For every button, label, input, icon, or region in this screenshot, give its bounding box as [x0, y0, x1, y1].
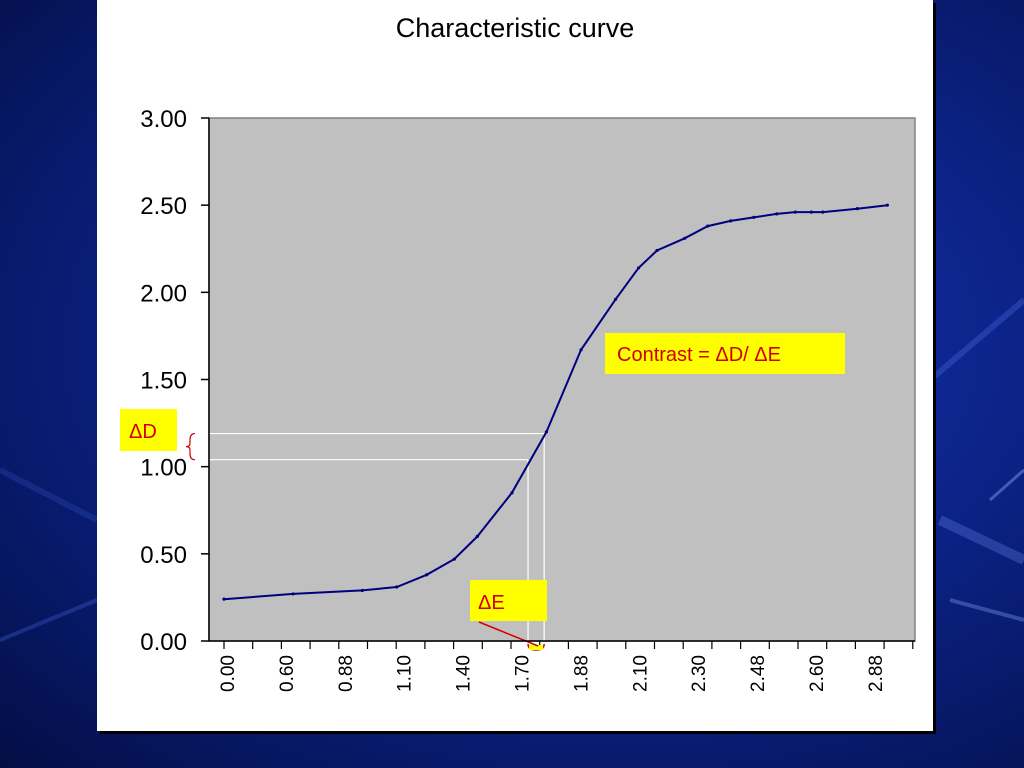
data-point	[395, 585, 399, 589]
data-point	[885, 203, 889, 207]
delta-d-callout-box	[120, 409, 177, 451]
data-point	[821, 210, 825, 214]
chart-title: Characteristic curve	[396, 13, 635, 43]
callouts: Contrast = ΔD/ ΔE ΔD ΔE	[120, 333, 845, 621]
x-tick-label: 0.60	[277, 655, 298, 692]
x-tick-label: 2.30	[689, 655, 710, 692]
y-tick-label: 2.00	[140, 280, 187, 307]
data-point	[729, 219, 733, 223]
y-tick-label: 0.50	[140, 542, 187, 569]
delta-e-brace-fill	[529, 645, 544, 650]
data-point	[793, 210, 797, 214]
data-point	[775, 212, 779, 216]
data-point	[752, 215, 756, 219]
y-tick-label: 0.00	[140, 629, 187, 656]
contrast-callout-text: Contrast = ΔD/ ΔE	[617, 344, 781, 366]
delta-e-callout-text: ΔE	[478, 592, 505, 614]
x-tick-label: 2.48	[748, 655, 769, 692]
y-tick-label: 2.50	[140, 193, 187, 220]
data-point	[855, 207, 860, 211]
data-point	[637, 266, 641, 270]
slide-panel: 0.00 0.50 1.00 1.50 2.00 2.50 3.00 0.00 0.60 0.8…	[97, 0, 933, 731]
data-point	[655, 248, 659, 253]
x-tick-label: 1.70	[513, 655, 534, 692]
data-point	[613, 297, 618, 301]
data-point	[425, 573, 429, 577]
data-point	[475, 534, 479, 539]
y-tick-label: 3.00	[140, 106, 187, 133]
x-axis-ticks: 0.00 0.60 0.88 1.10 1.40 1.70 1.88 2.10 2.30 2.48…	[218, 641, 914, 692]
data-point	[544, 430, 549, 434]
delta-guides	[185, 432, 545, 651]
data-point	[579, 348, 583, 352]
data-point	[222, 597, 226, 601]
delta-d-brace	[185, 432, 196, 461]
x-tick-label: 1.10	[395, 655, 416, 692]
x-tick-label: 0.88	[336, 655, 357, 692]
delta-e-arrow	[478, 621, 539, 647]
x-tick-label: 2.88	[866, 655, 887, 692]
plot-area	[208, 117, 916, 642]
characteristic-curve-chart: 0.00 0.50 1.00 1.50 2.00 2.50 3.00 0.00 0.60 0.8…	[120, 13, 916, 692]
y-tick-label: 1.50	[140, 368, 187, 395]
x-tick-label: 2.60	[807, 655, 828, 692]
x-tick-label: 0.00	[218, 655, 239, 692]
x-tick-label: 2.10	[630, 655, 651, 692]
delta-d-callout-text: ΔD	[129, 421, 157, 443]
data-point	[291, 592, 295, 596]
delta-e-callout-box	[470, 580, 547, 621]
y-axis-ticks: 0.00 0.50 1.00 1.50 2.00 2.50 3.00	[140, 106, 209, 656]
data-point	[360, 588, 364, 593]
data-point	[510, 491, 514, 495]
data-point	[452, 557, 456, 561]
data-point	[683, 236, 687, 240]
contrast-callout-box	[605, 333, 845, 374]
y-tick-label: 1.00	[140, 455, 187, 482]
x-tick-label: 1.40	[454, 655, 475, 692]
series-group	[222, 203, 889, 601]
x-tick-label: 1.88	[571, 655, 592, 692]
data-point	[809, 210, 813, 214]
data-point	[706, 224, 710, 228]
